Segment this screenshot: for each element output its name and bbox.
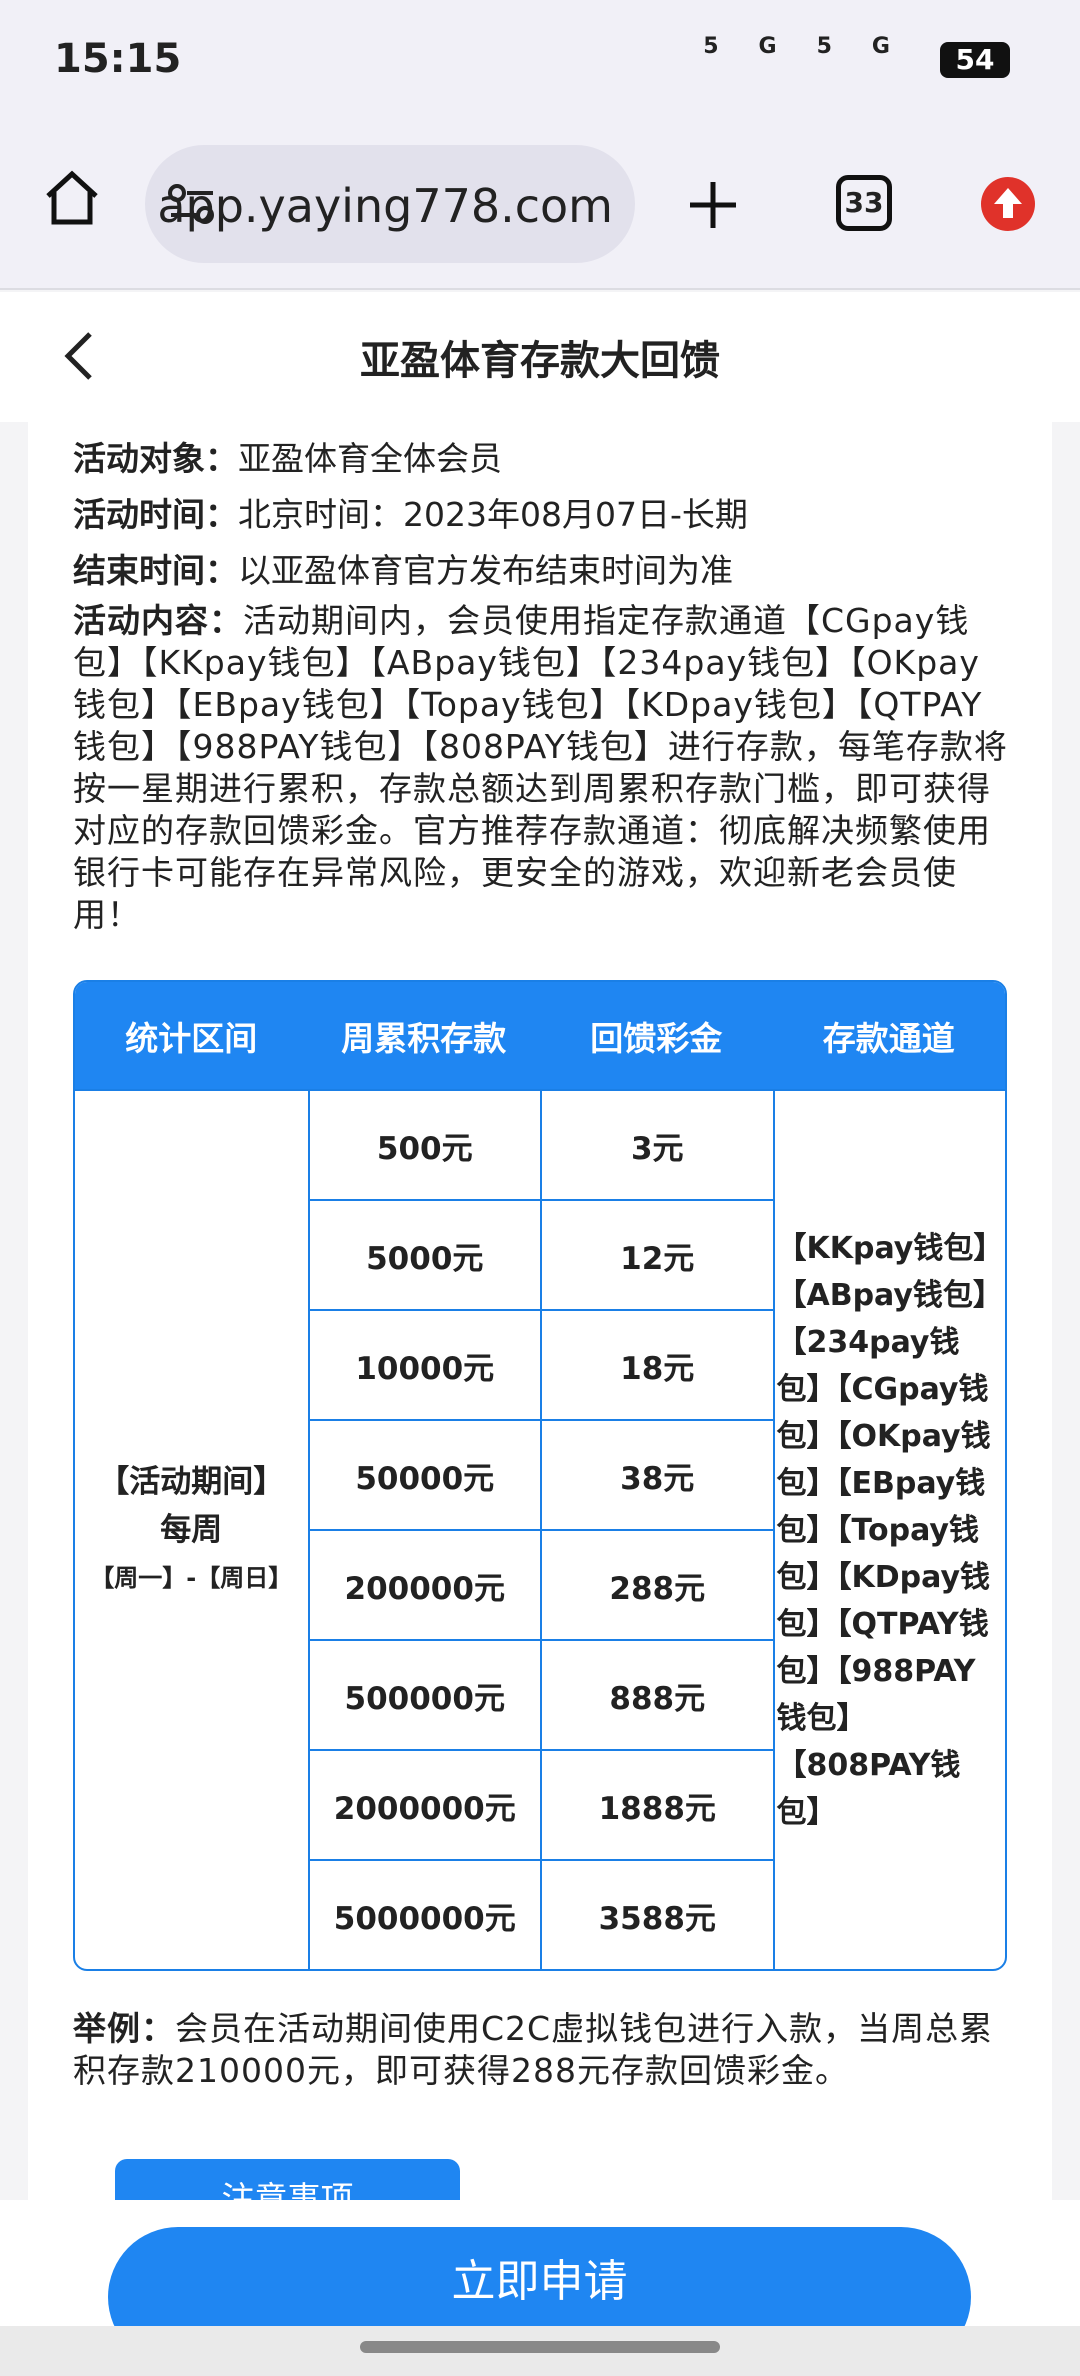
channel-text: 【ABpay钱包】 [776,1277,1003,1313]
channel-text: 【CGpay钱包】 [776,1371,989,1454]
bonus-cell: 288元 [540,1529,773,1639]
gesture-handle [360,2341,720,2353]
deposit-cell: 10000元 [307,1309,540,1419]
table-row: 200000元 288元 [75,1529,1005,1639]
table-header-cell: 存款通道 [772,982,1005,1089]
info-value: 亚盈体育全体会员 [238,439,502,478]
deposit-cell: 5000000元 [307,1859,540,1969]
table-row: 【活动期间】 每周 【周一】-【周日】 500元 3元 【KKpay钱包】【ABpay钱包… [75,1089,1005,1969]
table-header: 统计区间 周累积存款 回馈彩金 存款通道 [75,982,1005,1089]
bonus-cell: 888元 [540,1639,773,1749]
info-value: 以亚盈体育官方发布结束时间为准 [238,551,733,590]
info-label: 结束时间： [73,551,238,590]
table-row: 5000000元 3588元 [75,1859,1005,1969]
channel-text: 【808PAY钱包】 [776,1747,961,1830]
network: 5G5G [703,34,930,59]
network-label: 5G [816,34,930,59]
new-tab[interactable] [688,180,738,230]
channel-text: 【234pay钱包】 [776,1324,960,1407]
deposit-cell: 5000元 [307,1199,540,1309]
info-value: 北京时间：2023年08月07日-长期 [238,495,748,534]
deposit-cell: 200000元 [307,1529,540,1639]
bonus-cell: 3588元 [540,1859,773,1969]
bonus-cell: 18元 [540,1309,773,1419]
channel-text: 【KKpay钱包】 [776,1230,1004,1266]
channel-text: 【QTPAY钱包】 [776,1606,989,1689]
channel-text: 【988PAY钱包】 [776,1653,976,1736]
example-label: 举例： [73,2009,175,2048]
channel-text: 【OKpay钱包】 [776,1418,991,1501]
deposit-cell: 500000元 [307,1639,540,1749]
table-row: 10000元 18元 [75,1309,1005,1419]
upgrade-icon[interactable] [980,176,1036,232]
bonus-cell: 3元 [540,1089,773,1199]
channel-cell: 【KKpay钱包】【ABpay钱包】【234pay钱包】【CGpay钱包】【OK… [772,1089,1005,1969]
info-label: 活动对象： [73,439,238,478]
deposit-cell: 50000元 [307,1419,540,1529]
page-header [0,292,1080,422]
tab-count[interactable]: 33 [836,175,892,231]
network-label: 5G [703,34,817,59]
content: 活动内容：活动期间内，会员使用指定存款通道【CGpay钱包】【KKpay钱包】【… [73,600,1008,936]
url-text: app.yaying778.com [157,179,613,233]
deposit-cell: 500元 [307,1089,540,1199]
channel-text: 【Topay钱包】 [776,1512,979,1595]
bonus-cell: 1888元 [540,1749,773,1859]
clock: 15:15 [54,36,182,82]
table-header-cell: 统计区间 [75,982,308,1089]
content-text: 活动期间内，会员使用指定存款通道【CGpay钱包】【KKpay钱包】【ABpay… [73,601,1008,934]
home-icon[interactable] [44,170,100,226]
table-row: 5000元 12元 [75,1199,1005,1309]
battery: 54 [940,42,1010,78]
period-text: 【活动期间】 [98,1464,285,1500]
bonus-table: 统计区间 周累积存款 回馈彩金 存款通道 【活动期间】 每周 【周一】-【周日】 500元 3… [73,980,1007,1971]
period-text: 【周一】-【周日】 [90,1564,293,1592]
url-bar[interactable]: app.yaying778.com [145,145,635,263]
period-cell: 【活动期间】 每周【周一】-【周日】 [75,1089,308,1969]
info-row: 活动时间：北京时间：2023年08月07日-长期 [73,488,748,536]
bonus-cell: 12元 [540,1199,773,1309]
table-row: 50000元 38元 [75,1419,1005,1529]
info-row: 活动对象：亚盈体育全体会员 [73,432,502,480]
back-button[interactable] [60,330,100,382]
info-row: 结束时间：以亚盈体育官方发布结束时间为准 [73,544,733,592]
example-text: 会员在活动期间使用C2C虚拟钱包进行入款，当周总累积存款210000元，即可获得… [73,2009,994,2090]
example: 举例：会员在活动期间使用C2C虚拟钱包进行入款，当周总累积存款210000元，即… [73,2008,1008,2092]
period-text: 每周 [160,1512,223,1548]
content-label: 活动内容： [73,601,243,640]
table-row: 500000元 888元 [75,1639,1005,1749]
deposit-cell: 2000000元 [307,1749,540,1859]
page-title: 亚盈体育存款大回馈 [360,338,720,384]
info-label: 活动时间： [73,495,238,534]
channel-text: 【KDpay钱包】 [776,1559,991,1642]
bonus-cell: 38元 [540,1419,773,1529]
table-header-cell: 回馈彩金 [540,982,773,1089]
site-icon [168,184,214,224]
channel-text: 【EBpay钱包】 [776,1465,986,1548]
table-row: 2000000元 1888元 [75,1749,1005,1859]
table-header-cell: 周累积存款 [307,982,540,1089]
